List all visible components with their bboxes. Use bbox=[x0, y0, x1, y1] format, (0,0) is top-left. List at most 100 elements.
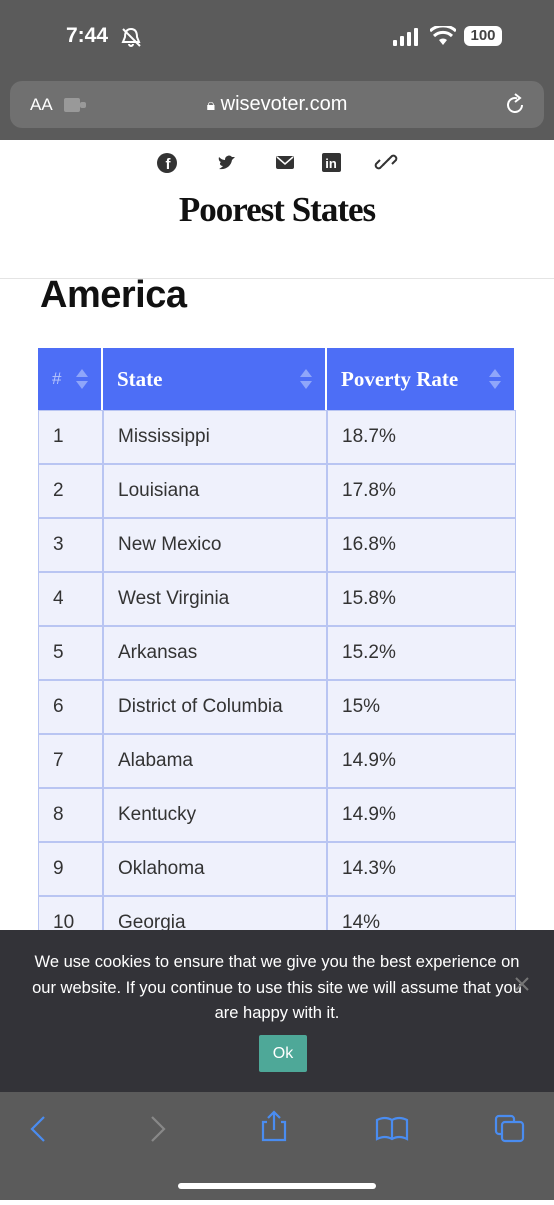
svg-text:f: f bbox=[166, 156, 172, 173]
home-indicator bbox=[178, 1183, 376, 1189]
linkedin-share[interactable]: in bbox=[322, 153, 341, 172]
toolbar-icons bbox=[30, 1110, 525, 1189]
rank-cell: 5 bbox=[38, 626, 103, 680]
url[interactable]: 🔒︎ wisevoter.com bbox=[206, 93, 348, 115]
poverty-table: # State Poverty Rate 1 Mississippi 18.7% 2 Loui… bbox=[38, 348, 516, 948]
state-cell: New Mexico bbox=[103, 518, 327, 572]
column-header-text: State bbox=[117, 366, 163, 391]
state-cell: Alabama bbox=[103, 734, 327, 788]
sort-icon bbox=[76, 369, 88, 389]
rank-cell: 8 bbox=[38, 788, 103, 842]
state-cell-text: Louisiana bbox=[118, 480, 200, 501]
state-cell-text: West Virginia bbox=[118, 588, 230, 609]
site-header: f in bbox=[0, 140, 554, 279]
rate-cell: 14.9% bbox=[327, 788, 516, 842]
rate-cell: 18.7% bbox=[327, 410, 516, 464]
rate-cell: 15.2% bbox=[327, 626, 516, 680]
silent-icon bbox=[121, 27, 141, 47]
share-icons: f in bbox=[157, 153, 398, 173]
rank-cell: 4 bbox=[38, 572, 103, 626]
bookmarks-button[interactable] bbox=[375, 1116, 409, 1141]
text-size-button[interactable]: AA bbox=[30, 95, 53, 114]
state-cell-text: Kentucky bbox=[118, 804, 197, 825]
url-text: wisevoter.com bbox=[220, 93, 348, 115]
rank-cell-text: 9 bbox=[53, 858, 64, 879]
rank-cell: 7 bbox=[38, 734, 103, 788]
state-cell-text: District of Columbia bbox=[118, 696, 283, 717]
sort-icon bbox=[300, 369, 312, 389]
tabs-button[interactable] bbox=[494, 1114, 525, 1143]
cookie-banner: We use cookies to ensure that we give yo… bbox=[0, 930, 554, 1092]
rank-cell-text: 7 bbox=[53, 750, 64, 771]
page-title: Poorest States bbox=[178, 190, 376, 229]
state-cell-text: New Mexico bbox=[118, 534, 222, 555]
time: 7:44 bbox=[66, 24, 109, 47]
state-cell-text: Georgia bbox=[118, 912, 186, 933]
rate-cell: 15.8% bbox=[327, 572, 516, 626]
rate-cell: 14.3% bbox=[327, 842, 516, 896]
state-cell: Arkansas bbox=[103, 626, 327, 680]
cookie-message: We use cookies to ensure that we give yo… bbox=[32, 953, 522, 1022]
rate-cell: 16.8% bbox=[327, 518, 516, 572]
state-cell: Oklahoma bbox=[103, 842, 327, 896]
rate-cell: 17.8% bbox=[327, 464, 516, 518]
rank-cell-text: 2 bbox=[53, 480, 64, 501]
rate-cell-text: 14.3% bbox=[342, 858, 396, 879]
rank-cell: 3 bbox=[38, 518, 103, 572]
column-header-text: Poverty Rate bbox=[341, 366, 459, 391]
rate-cell-text: 14% bbox=[342, 912, 381, 933]
rate-cell-text: 17.8% bbox=[342, 480, 396, 501]
back-button[interactable] bbox=[30, 1116, 45, 1142]
state-cell-text: Oklahoma bbox=[118, 858, 205, 879]
rank-cell-text: 8 bbox=[53, 804, 64, 825]
column-header[interactable]: # bbox=[38, 348, 103, 410]
sort-icon bbox=[489, 369, 501, 389]
state-cell-text: Arkansas bbox=[118, 642, 198, 663]
rank-cell-text: 1 bbox=[53, 426, 64, 447]
state-cell: West Virginia bbox=[103, 572, 327, 626]
rate-cell-text: 18.7% bbox=[342, 426, 396, 447]
rank-cell-text: 3 bbox=[53, 534, 64, 555]
state-cell: Kentucky bbox=[103, 788, 327, 842]
rank-cell-text: 5 bbox=[53, 642, 64, 663]
rate-cell-text: 14.9% bbox=[342, 750, 396, 771]
article-heading: America bbox=[40, 274, 187, 316]
rank-cell: 1 bbox=[38, 410, 103, 464]
wifi-icon bbox=[430, 26, 456, 45]
rank-cell: 6 bbox=[38, 680, 103, 734]
share-button[interactable] bbox=[261, 1110, 287, 1142]
cookie-ok-button[interactable]: Ok bbox=[259, 1035, 307, 1072]
state-cell-text: Mississippi bbox=[118, 426, 210, 447]
svg-text:in: in bbox=[325, 156, 337, 171]
reload-button[interactable] bbox=[503, 93, 527, 117]
facebook-share[interactable]: f bbox=[157, 153, 177, 173]
column-header[interactable]: State bbox=[103, 348, 327, 410]
battery: 100 bbox=[464, 26, 502, 46]
rate-cell-text: 15% bbox=[342, 696, 381, 717]
rank-cell-text: 6 bbox=[53, 696, 64, 717]
rank-cell-text: 10 bbox=[53, 912, 75, 933]
cookie-close[interactable] bbox=[514, 976, 530, 992]
rate-cell-text: 15.8% bbox=[342, 588, 396, 609]
rate-cell: 15% bbox=[327, 680, 516, 734]
copy-link[interactable] bbox=[374, 154, 398, 170]
forward-button[interactable] bbox=[151, 1116, 166, 1142]
rate-cell-text: 16.8% bbox=[342, 534, 396, 555]
state-cell: Mississippi bbox=[103, 410, 327, 464]
column-header-text: # bbox=[52, 369, 62, 388]
state-cell: Louisiana bbox=[103, 464, 327, 518]
rate-cell-text: 15.2% bbox=[342, 642, 396, 663]
column-header[interactable]: Poverty Rate bbox=[327, 348, 516, 410]
state-cell: District of Columbia bbox=[103, 680, 327, 734]
extension-icon[interactable] bbox=[64, 96, 88, 114]
rate-cell-text: 14.9% bbox=[342, 804, 396, 825]
browser-toolbar bbox=[0, 1092, 554, 1200]
rank-cell: 2 bbox=[38, 464, 103, 518]
signal-icon bbox=[393, 28, 418, 46]
email-share[interactable] bbox=[276, 156, 294, 169]
address-bar[interactable] bbox=[10, 81, 544, 128]
rank-cell: 9 bbox=[38, 842, 103, 896]
status-bar: 7:44 100 AA 🔒︎ wisevoter.com bbox=[0, 0, 554, 140]
twitter-share[interactable] bbox=[218, 155, 235, 170]
